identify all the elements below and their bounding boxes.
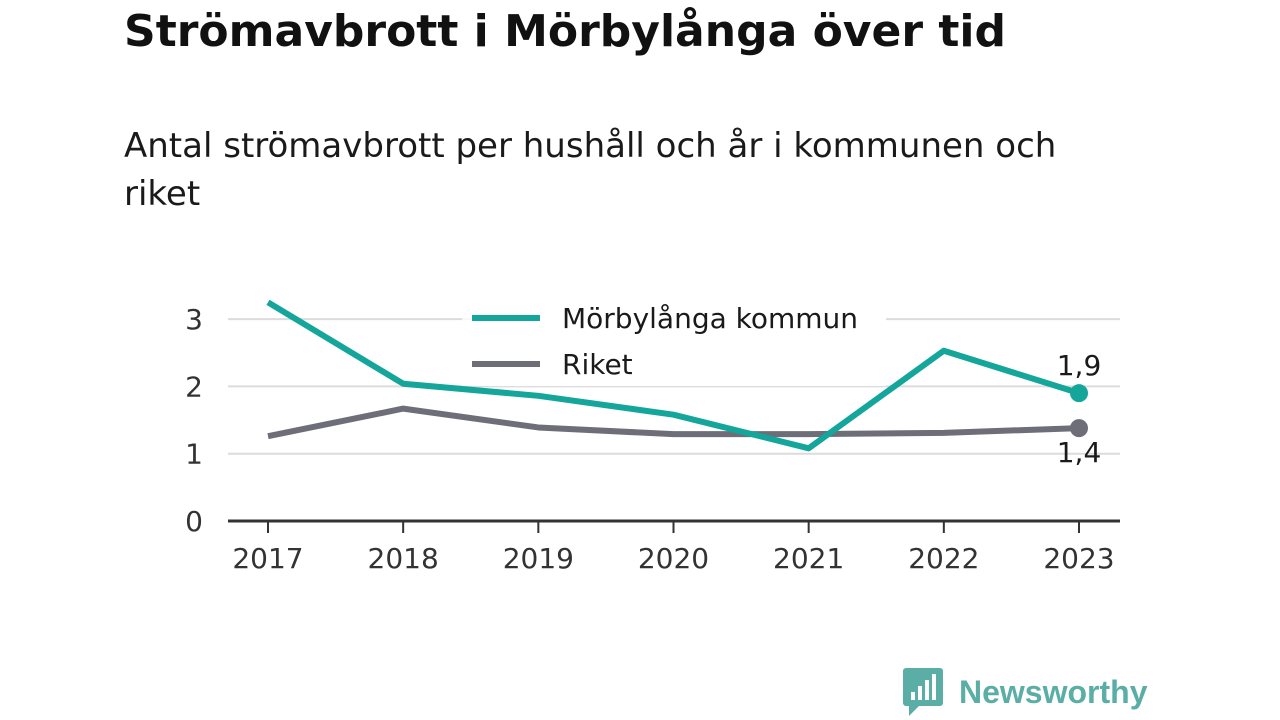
end-value-label: 1,4 [1057, 436, 1102, 469]
y-tick-label: 2 [185, 370, 203, 403]
legend: Mörbylånga kommun Riket [462, 296, 886, 386]
legend-label: Riket [562, 348, 633, 381]
newsworthy-logo-icon [903, 668, 943, 716]
chart-title: Strömavbrott i Mörbylånga över tid [124, 6, 1006, 57]
brand-name: Newsworthy [959, 673, 1148, 710]
x-tick-label: 2023 [1043, 542, 1114, 575]
y-axis-ticks: 0 1 2 3 [185, 303, 203, 538]
series-line-riket [267, 405, 1080, 440]
chart-subtitle: Antal strömavbrott per hushåll och år i … [124, 126, 1057, 214]
end-value-label: 1,9 [1057, 349, 1102, 382]
series-line-morbylanga [266, 299, 1080, 452]
y-tick-label: 1 [185, 438, 203, 471]
series-lines [266, 299, 1080, 452]
x-axis: 2017 2018 2019 2020 2021 2022 2023 [228, 519, 1120, 575]
end-marker [1070, 419, 1088, 438]
x-tick-label: 2020 [638, 542, 709, 575]
legend-label: Mörbylånga kommun [562, 302, 858, 335]
x-tick-label: 2017 [232, 542, 303, 575]
x-tick-label: 2018 [368, 542, 439, 575]
x-tick-label: 2019 [503, 542, 574, 575]
y-tick-label: 0 [185, 505, 203, 538]
brand-logo: Newsworthy [903, 668, 1147, 716]
x-tick-label: 2021 [773, 542, 844, 575]
end-marker [1070, 384, 1088, 403]
end-markers: 1,9 1,4 [1057, 349, 1102, 469]
y-tick-label: 3 [185, 303, 203, 336]
legend-background [462, 296, 886, 386]
x-tick-label: 2022 [908, 542, 979, 575]
